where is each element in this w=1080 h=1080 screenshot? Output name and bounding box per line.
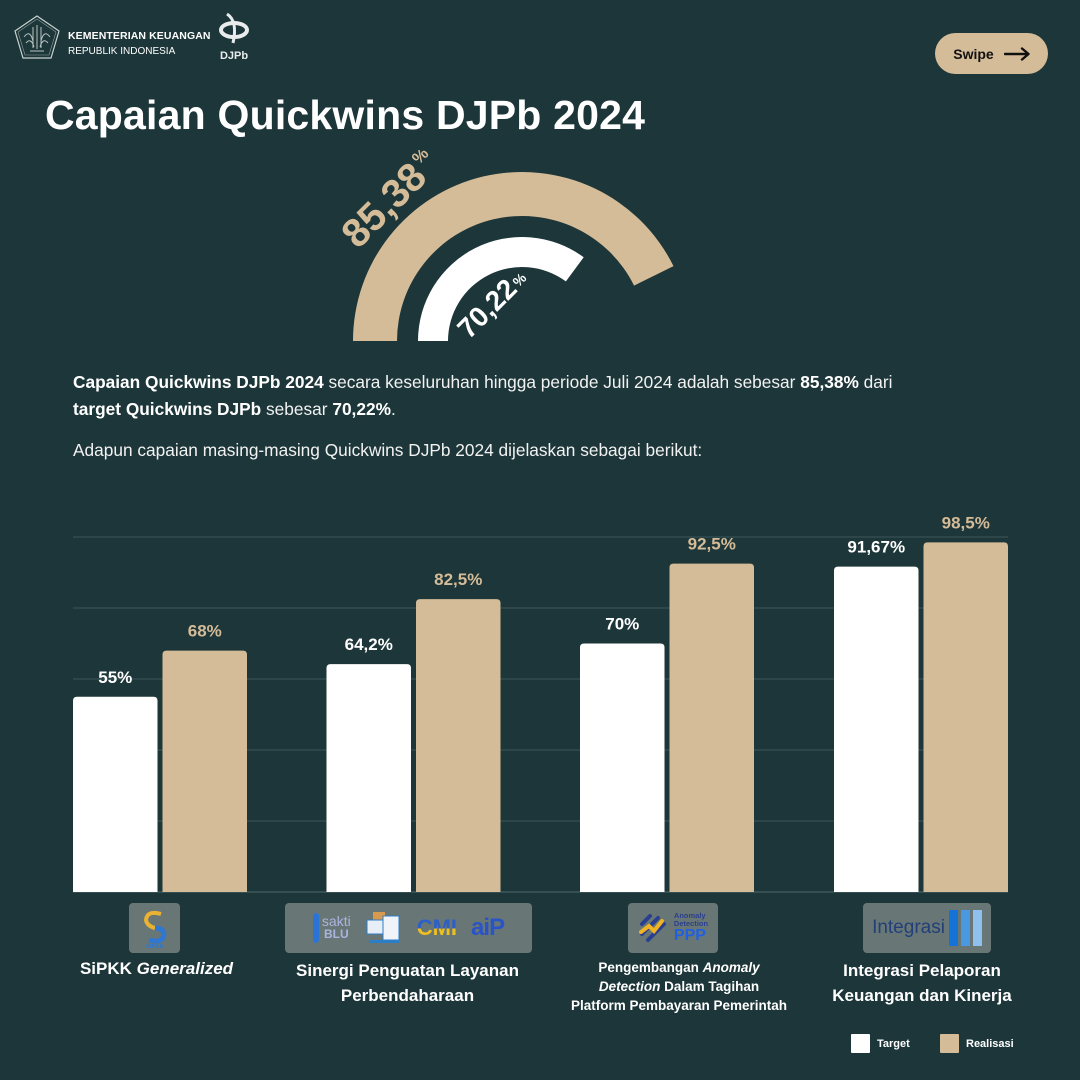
summary-realisasi-value: 85,38% xyxy=(800,372,859,392)
data-label-realisasi-3: 92,5% xyxy=(688,535,736,554)
integrasi-logo: Integrasi xyxy=(863,903,991,953)
bar-target-2 xyxy=(326,664,411,892)
legend-realisasi-swatch xyxy=(940,1034,959,1053)
bar-target-3 xyxy=(580,643,665,892)
anomaly-detection-icon xyxy=(638,914,666,942)
bar-realisasi-3 xyxy=(669,563,754,892)
bar-target-4 xyxy=(834,566,919,892)
summary-text: sebesar xyxy=(261,399,333,419)
sakti-blu-logo: sakti BLU xyxy=(312,912,351,944)
label-italic: Detection xyxy=(598,979,661,994)
label-text: Dalam Tagihan xyxy=(660,979,760,994)
summary-text: dari xyxy=(858,372,893,392)
sipkk-logo: SIPKK xyxy=(129,903,180,953)
cmi-logo: CMI xyxy=(417,915,457,941)
legend-realisasi-label: Realisasi xyxy=(966,1037,1014,1050)
data-label-target-4: 91,67% xyxy=(847,538,905,557)
data-label-target-2: 64,2% xyxy=(345,635,393,654)
category-label-anomaly: Pengembangan Anomaly Detection Dalam Tagi… xyxy=(548,958,810,1015)
summary-target-value: 70,22% xyxy=(332,399,391,419)
label-text: Platform Pembayaran Pemerintah xyxy=(570,998,788,1013)
sakti-text: sakti xyxy=(321,913,351,929)
intro-text: Adapun capaian masing-masing Quickwins D… xyxy=(73,440,703,460)
category-label-sipkk: SiPKK Generalized xyxy=(60,959,253,979)
ppp-text: PPP xyxy=(673,927,706,944)
summary-bold-target: target Quickwins DJPb xyxy=(73,399,262,419)
sipkk-logo-icon: SIPKK xyxy=(143,910,167,950)
legend-target-swatch xyxy=(851,1034,870,1053)
data-label-realisasi-2: 82,5% xyxy=(434,570,482,589)
category-label-sinergi: Sinergi Penguatan Layanan Perbendaharaan xyxy=(296,961,519,1005)
bar-realisasi-1 xyxy=(162,650,247,892)
swipe-button[interactable]: Swipe xyxy=(935,33,1048,74)
integrasi-text: Integrasi xyxy=(872,917,945,938)
anomaly-detection-logo: Anomaly Detection PPP xyxy=(628,903,718,953)
label-italic: Anomaly xyxy=(702,960,760,975)
kemenkeu-emblem-icon xyxy=(14,15,60,59)
legend-realisasi: Realisasi xyxy=(940,1034,1014,1053)
ministry-name: KEMENTERIAN KEUANGAN xyxy=(68,30,211,42)
treasury-illustration-icon xyxy=(366,912,400,943)
cmi-text: CMI xyxy=(416,915,458,940)
bar-target-1 xyxy=(73,696,158,892)
summary-bold-title: Capaian Quickwins DJPb 2024 xyxy=(73,372,324,392)
summary-text: secara keseluruhan hingga periode Juli 2… xyxy=(323,372,801,392)
bar-chart: 55% 68% 64,2% 82,5% 70% 92,5% 91,67% 98,5% xyxy=(73,513,1008,893)
gauge-arc-realisasi xyxy=(353,172,674,341)
anomaly-text: Anomaly xyxy=(673,911,706,920)
label-text: Integrasi Pelaporan xyxy=(843,961,1001,980)
djpb-logo-text: DJPb xyxy=(220,50,248,62)
data-label-realisasi-4: 98,5% xyxy=(942,513,990,532)
gauge-chart: 85,38% 70,22% xyxy=(333,150,674,344)
ministry-subtitle: REPUBLIK INDONESIA xyxy=(68,46,176,57)
sakti-icon xyxy=(312,912,319,944)
page-title: Capaian Quickwins DJPb 2024 xyxy=(45,92,646,138)
label-text: Pengembangan xyxy=(598,960,703,975)
summary-paragraph: Capaian Quickwins DJPb 2024 secara kesel… xyxy=(73,369,1043,423)
aip-logo: aiP xyxy=(471,914,505,941)
bar-realisasi-2 xyxy=(416,599,501,892)
sipkk-logo-text: SIPKK xyxy=(145,944,164,950)
legend-target-label: Target xyxy=(877,1037,910,1050)
gauge-arc-target xyxy=(418,237,584,341)
sinergi-logos: sakti BLU CMI aiP xyxy=(285,903,532,953)
arrow-right-icon xyxy=(1003,46,1030,61)
legend-target: Target xyxy=(851,1034,910,1053)
data-label-target-3: 70% xyxy=(605,615,639,634)
summary-text: . xyxy=(390,399,396,419)
data-label-target-1: 55% xyxy=(98,668,132,687)
blu-text: BLU xyxy=(323,927,349,941)
data-label-realisasi-1: 68% xyxy=(188,622,222,641)
category-label-integrasi: Integrasi Pelaporan Keuangan dan Kinerja xyxy=(812,958,1032,1008)
swipe-label: Swipe xyxy=(953,45,994,62)
label-text: Keuangan dan Kinerja xyxy=(832,986,1012,1005)
label-italic: Generalized xyxy=(136,959,234,978)
bar-realisasi-4 xyxy=(923,542,1008,892)
detection-text: Detection xyxy=(673,919,709,928)
djpb-logo: DJPb xyxy=(219,12,249,62)
label-text: SiPKK xyxy=(79,959,137,978)
integrasi-bars-icon xyxy=(948,910,982,946)
